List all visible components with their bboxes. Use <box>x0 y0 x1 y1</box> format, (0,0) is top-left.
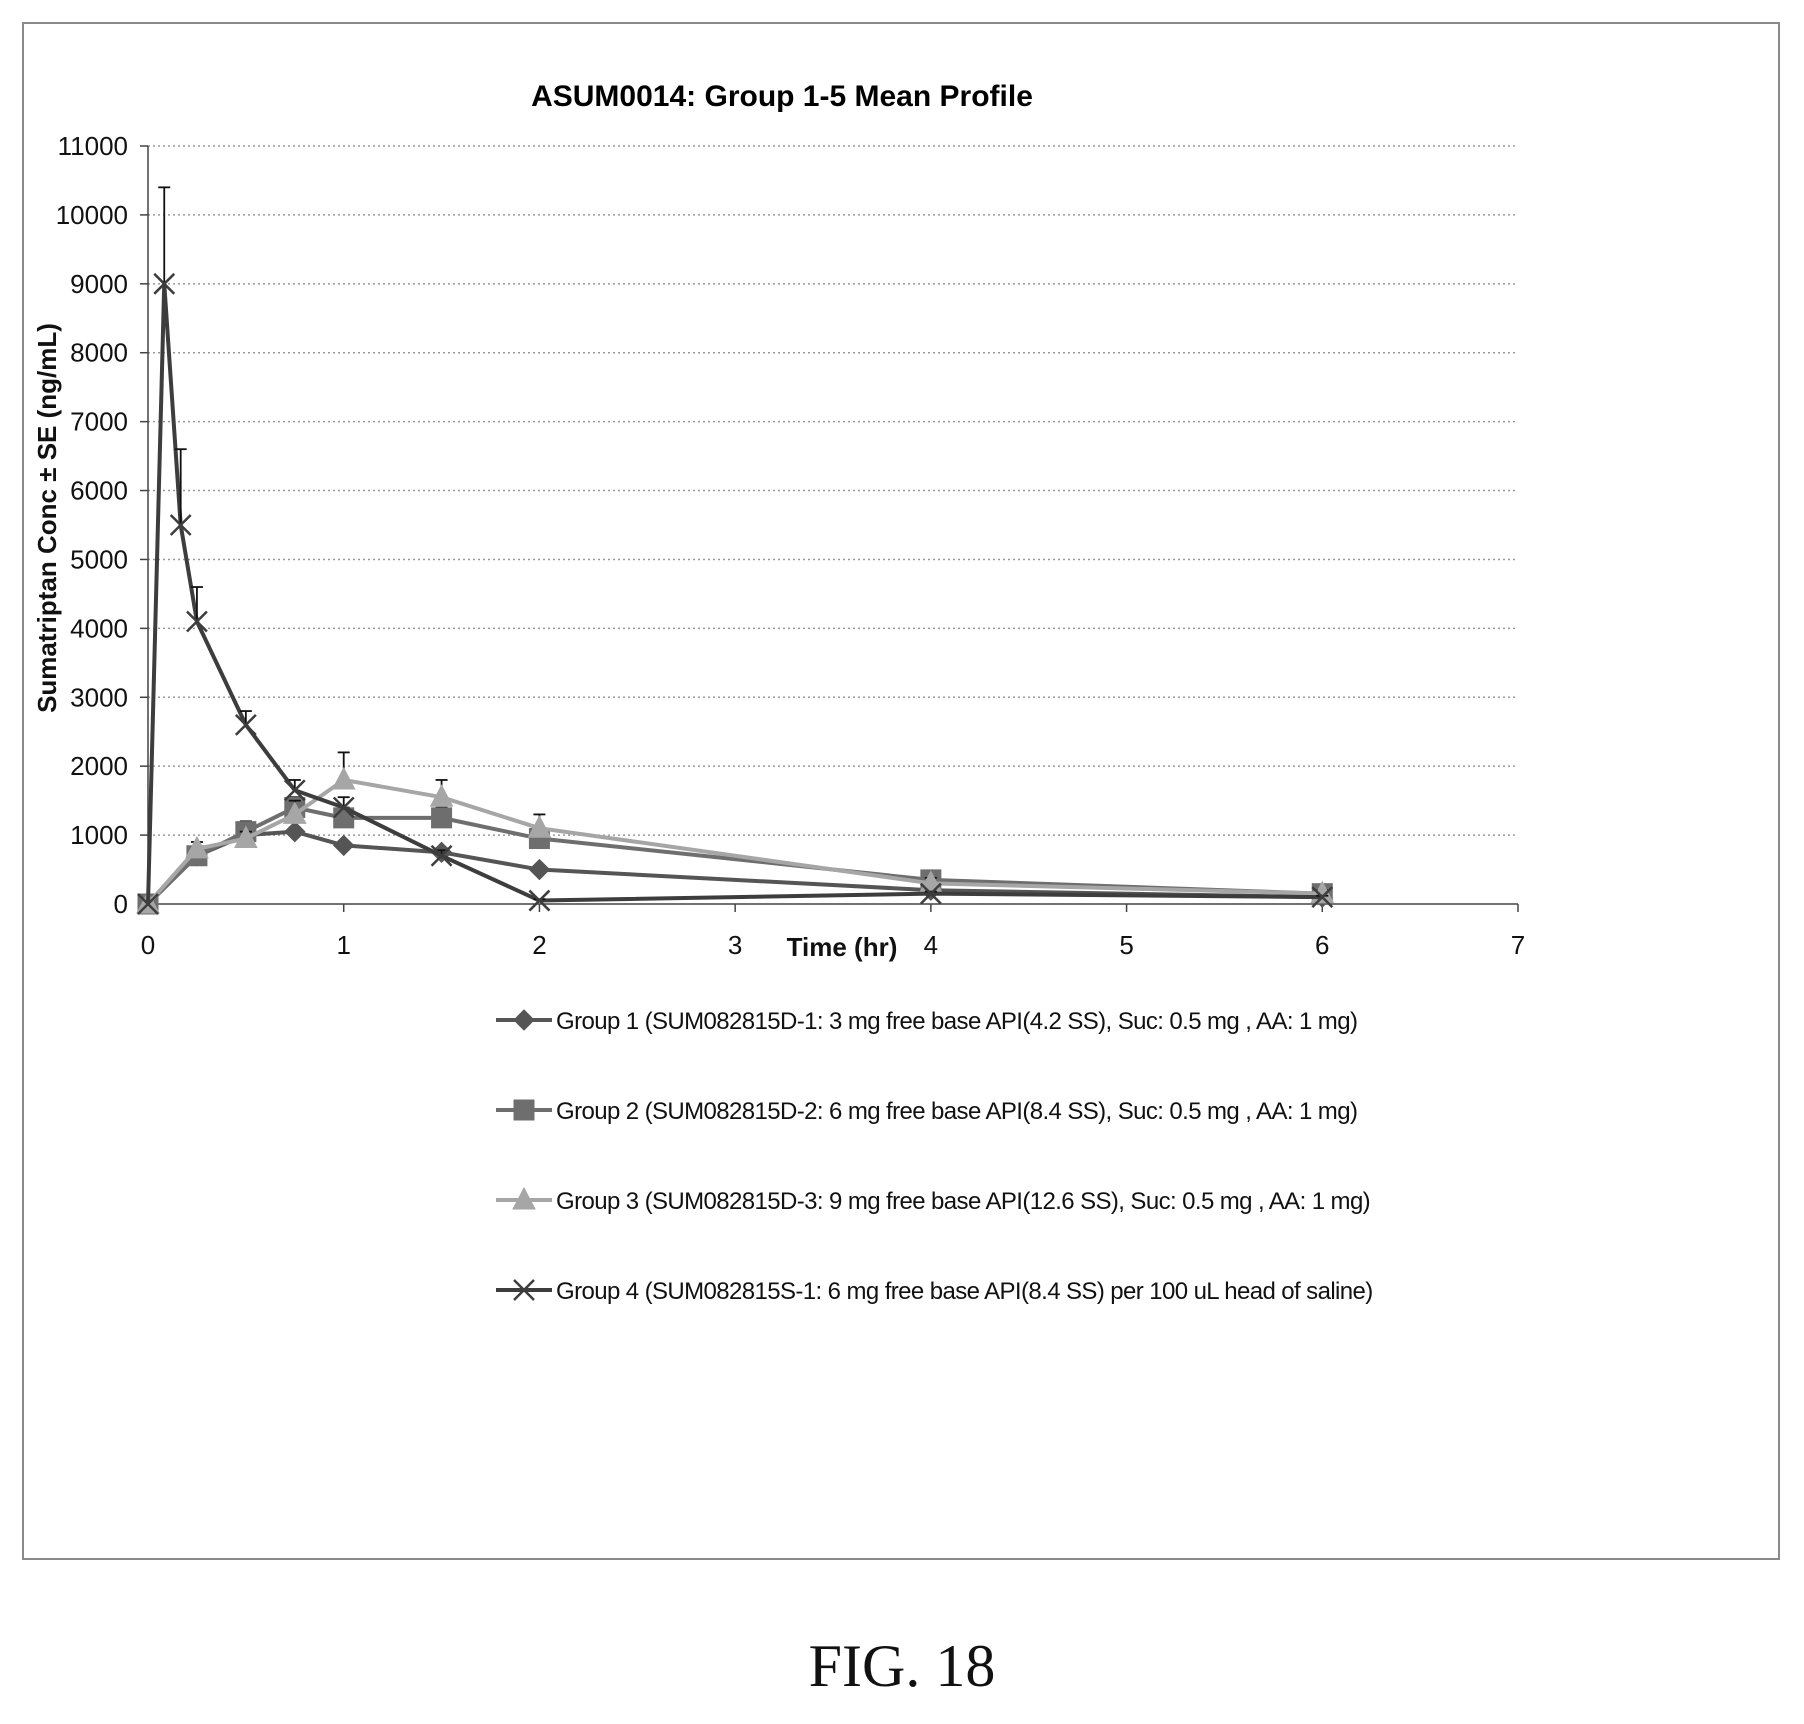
data-point <box>282 801 307 824</box>
y-tick-label: 7000 <box>70 407 128 437</box>
x-tick-label: 1 <box>336 930 350 960</box>
data-point <box>333 834 355 857</box>
y-tick-label: 0 <box>114 889 128 919</box>
x-tick-labels: 0 1 2 3 4 5 6 7 <box>141 930 1525 960</box>
chart-title: ASUM0014: Group 1-5 Mean Profile <box>531 80 1033 113</box>
data-point <box>430 844 453 867</box>
y-tick-label: 1000 <box>70 820 128 850</box>
legend-marker <box>513 1279 535 1301</box>
data-point <box>331 766 356 790</box>
data-point <box>429 784 454 807</box>
data-point <box>137 893 159 915</box>
y-tick-label: 11000 <box>58 131 128 161</box>
x-tick-label: 7 <box>1511 930 1525 960</box>
y-tick-label: 3000 <box>70 682 128 712</box>
y-tick-label: 2000 <box>70 751 128 781</box>
x-tick-label: 2 <box>532 930 546 960</box>
chart-frame: ASUM0014: Group 1-5 Mean Profile 0 1000 20… <box>22 22 1780 1560</box>
data-point <box>1311 886 1334 908</box>
figure-caption: FIG. 18 <box>808 1633 996 1699</box>
y-tick-label: 9000 <box>70 269 128 299</box>
legend-label: Group 1 (SUM082815D-1: 3 mg free base AP… <box>556 1008 1357 1035</box>
axes <box>140 145 1519 912</box>
error-bar <box>158 186 171 284</box>
data-point <box>185 835 209 859</box>
data-point <box>234 713 257 736</box>
gridlines <box>148 145 1518 836</box>
legend-marker <box>513 1099 535 1121</box>
legend-marker <box>512 1186 536 1210</box>
x-tick-label: 4 <box>924 930 938 960</box>
y-tick-labels: 0 1000 2000 3000 4000 5000 6000 7000 8000 9000 100… <box>56 131 128 919</box>
data-point <box>234 825 258 849</box>
y-tick-label: 6000 <box>70 476 128 506</box>
chart-svg: ASUM0014: Group 1-5 Mean Profile 0100020… <box>32 80 1525 1305</box>
x-tick-label: 5 <box>1119 930 1133 960</box>
y-tick-label: 10000 <box>56 200 128 230</box>
data-point <box>528 889 551 912</box>
x-axis-label: Time (hr) <box>787 932 898 962</box>
series-line <box>146 281 1323 905</box>
legend-entry-2: Group 2 (SUM082815D-2: 6 mg free base AP… <box>496 1098 1358 1125</box>
data-point <box>332 796 355 819</box>
x-tick-label: 0 <box>141 930 155 960</box>
data-point <box>169 514 192 536</box>
error-bar <box>190 586 203 622</box>
x-tick-label: 6 <box>1315 930 1329 960</box>
legend-label: Group 3 (SUM082815D-3: 9 mg free base AP… <box>556 1188 1370 1215</box>
legend: Group 1 (SUM082815D-1: 3 mg free base AP… <box>496 1008 1373 1305</box>
legend-label: Group 4 (SUM082815S-1: 6 mg free base AP… <box>556 1278 1373 1305</box>
legend-entry-4: Group 4 (SUM082815S-1: 6 mg free base AP… <box>496 1278 1373 1305</box>
data-point <box>284 820 306 843</box>
y-tick-label: 5000 <box>70 544 128 574</box>
data-point <box>919 882 942 905</box>
error-bar <box>174 448 187 525</box>
legend-marker <box>513 1009 535 1031</box>
y-axis-label: Sumatriptan Conc ± SE (ng/mL) <box>32 323 62 713</box>
y-tick-label: 4000 <box>70 613 128 643</box>
data-point <box>283 779 306 802</box>
series-line <box>146 829 1323 906</box>
data-point <box>431 807 453 829</box>
series-4 <box>137 186 1334 915</box>
series-3 <box>136 751 1335 914</box>
data-point <box>186 610 208 633</box>
data-point <box>527 815 552 838</box>
x-tick-label: 3 <box>728 930 742 960</box>
series-layer <box>136 186 1335 915</box>
legend-entry-3: Group 3 (SUM082815D-3: 9 mg free base AP… <box>496 1186 1371 1215</box>
y-tick-label: 8000 <box>70 338 128 368</box>
data-point <box>153 272 176 295</box>
legend-entry-1: Group 1 (SUM082815D-1: 3 mg free base AP… <box>496 1008 1358 1035</box>
legend-label: Group 2 (SUM082815D-2: 6 mg free base AP… <box>556 1098 1357 1125</box>
data-point <box>528 858 551 881</box>
error-bar <box>239 710 252 725</box>
